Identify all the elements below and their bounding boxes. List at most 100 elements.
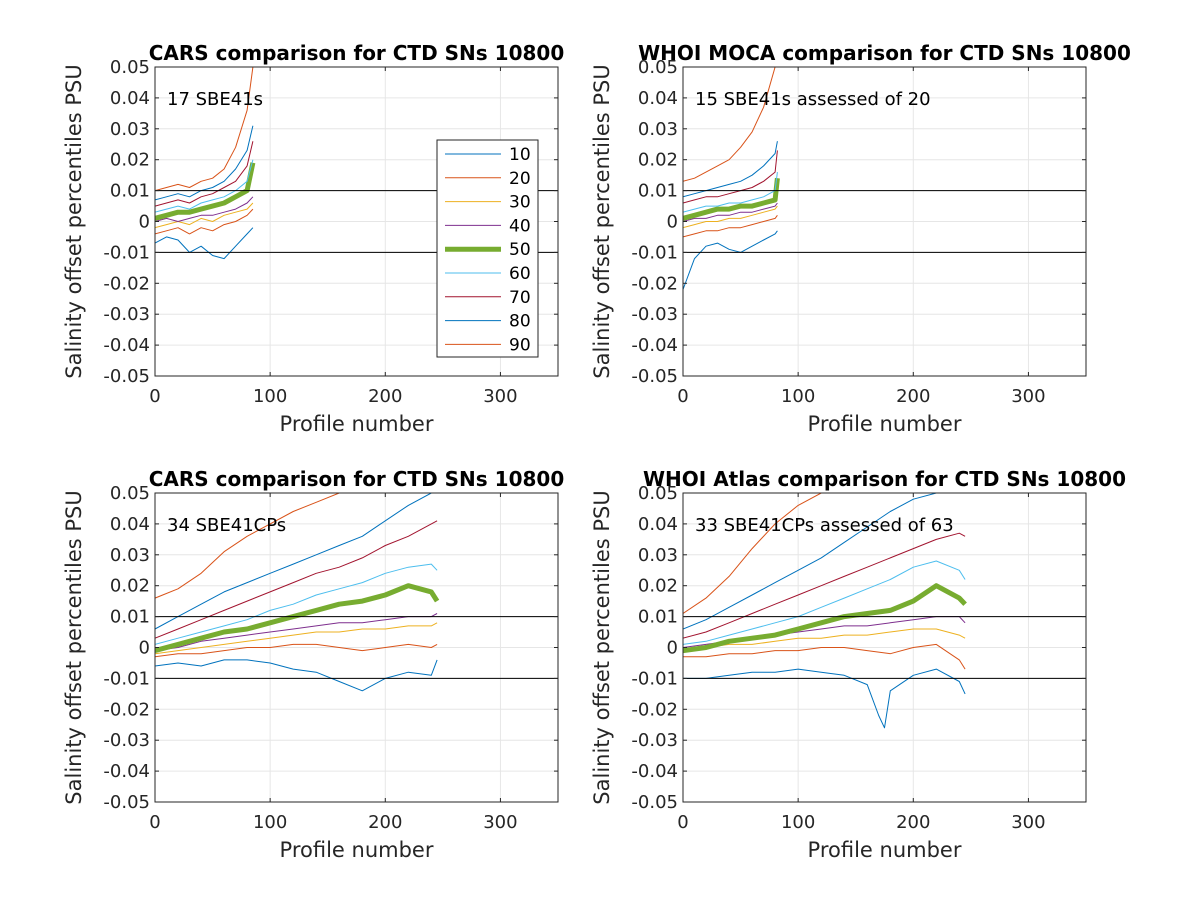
series-line-20 — [683, 215, 778, 238]
series-line-90 — [683, 67, 778, 182]
y-tick-label: -0.02 — [631, 273, 678, 294]
y-tick-label: -0.04 — [103, 335, 150, 356]
y-tick-label: 0 — [667, 212, 678, 233]
x-tick-label: 200 — [368, 812, 402, 833]
series-group — [683, 67, 780, 290]
series-line-90 — [683, 493, 966, 614]
y-tick-label: 0.05 — [110, 483, 150, 504]
y-tick-label: -0.02 — [103, 273, 150, 294]
legend-label-10: 10 — [509, 145, 531, 165]
y-tick-label: 0.05 — [638, 57, 678, 78]
y-tick-label: -0.04 — [103, 761, 150, 782]
x-tick-label: 100 — [253, 812, 287, 833]
legend-label-20: 20 — [509, 169, 531, 189]
y-tick-label: -0.04 — [631, 761, 678, 782]
legend: 10 20 30 40 50 60 70 80 90 — [436, 139, 539, 358]
series-line-20 — [155, 208, 254, 235]
series-line-50 — [155, 162, 256, 221]
series-line-50 — [155, 583, 440, 654]
x-axis-label: Profile number — [280, 838, 434, 862]
y-tick-label: -0.03 — [631, 304, 678, 325]
y-tick-label: -0.05 — [631, 792, 678, 813]
legend-label-40: 40 — [509, 216, 531, 236]
x-tick-label: 200 — [896, 812, 930, 833]
x-axis-label: Profile number — [808, 412, 962, 436]
legend-label-80: 80 — [509, 312, 531, 332]
y-axis-label: Salinity offset percentiles PSU — [62, 490, 86, 804]
series-group — [683, 493, 967, 729]
series-line-80 — [155, 493, 438, 630]
y-tick-label: 0.05 — [638, 483, 678, 504]
legend-label-60: 60 — [509, 264, 531, 284]
y-tick-label: 0.04 — [110, 514, 150, 535]
y-axis-label: Salinity offset percentiles PSU — [590, 490, 614, 804]
y-tick-label: 0.01 — [110, 607, 150, 628]
series-line-60 — [155, 563, 438, 645]
y-tick-label: -0.01 — [631, 242, 678, 263]
series-line-40 — [683, 202, 778, 222]
y-tick-label: 0.01 — [110, 181, 150, 202]
series-group — [155, 493, 440, 692]
y-tick-label: 0.02 — [110, 576, 150, 597]
series-line-80 — [683, 141, 778, 198]
y-tick-label: 0.03 — [110, 545, 150, 566]
x-tick-label: 100 — [253, 386, 287, 407]
series-line-90 — [155, 493, 438, 599]
chart-panel-3: 0 100 200 300 0.05 0.04 0.03 0.02 0.01 0 -0.01 -0.0… — [62, 467, 564, 862]
x-tick-label: 0 — [677, 386, 688, 407]
chart-panel-4: 0 100 200 300 0.05 0.04 0.03 0.02 0.01 0 -0.01 -0.0… — [590, 467, 1126, 862]
legend-label-30: 30 — [509, 193, 531, 213]
series-line-70 — [683, 532, 966, 639]
y-axis-label: Salinity offset percentiles PSU — [590, 64, 614, 378]
x-tick-label: 0 — [677, 812, 688, 833]
y-axis-label: Salinity offset percentiles PSU — [62, 64, 86, 378]
series-line-70 — [155, 520, 438, 639]
y-tick-label: -0.03 — [631, 730, 678, 751]
y-tick-label: 0 — [667, 638, 678, 659]
y-tick-label: -0.03 — [103, 730, 150, 751]
y-tick-label: -0.01 — [103, 242, 150, 263]
series-line-50 — [683, 177, 780, 221]
y-tick-label: -0.05 — [103, 792, 150, 813]
series-line-20 — [683, 643, 966, 670]
series-line-20 — [155, 643, 438, 658]
x-tick-label: 300 — [1011, 386, 1045, 407]
x-tick-label: 0 — [149, 386, 160, 407]
y-tick-label: 0.03 — [110, 119, 150, 140]
float-count-annotation: 34 SBE41CPs — [167, 515, 286, 536]
y-tick-label: -0.01 — [103, 668, 150, 689]
x-tick-label: 200 — [368, 386, 402, 407]
series-group — [155, 67, 256, 260]
y-tick-label: 0.03 — [638, 119, 678, 140]
legend-label-50: 50 — [509, 240, 531, 260]
chart-title: CARS comparison for CTD SNs 10800 — [149, 41, 564, 65]
y-tick-label: 0.02 — [638, 576, 678, 597]
x-tick-label: 0 — [149, 812, 160, 833]
series-line-60 — [155, 159, 254, 213]
x-tick-label: 300 — [1011, 812, 1045, 833]
series-line-30 — [683, 628, 966, 652]
y-tick-label: -0.03 — [103, 304, 150, 325]
y-tick-label: 0.04 — [638, 514, 678, 535]
float-count-annotation: 17 SBE41s — [167, 89, 263, 110]
x-tick-label: 300 — [483, 386, 517, 407]
y-tick-label: -0.02 — [103, 699, 150, 720]
series-line-70 — [155, 141, 254, 207]
y-tick-label: -0.05 — [631, 366, 678, 387]
y-tick-label: 0.02 — [110, 150, 150, 171]
x-axis-label: Profile number — [808, 838, 962, 862]
series-line-80 — [683, 493, 966, 630]
float-count-annotation: 15 SBE41s assessed of 20 — [695, 89, 931, 110]
series-line-10 — [683, 668, 966, 729]
series-line-40 — [155, 613, 438, 652]
series-line-30 — [155, 622, 438, 655]
y-tick-label: 0.01 — [638, 607, 678, 628]
x-tick-label: 100 — [781, 386, 815, 407]
series-line-60 — [683, 560, 966, 645]
y-tick-label: 0.01 — [638, 181, 678, 202]
y-tick-label: 0.05 — [110, 57, 150, 78]
series-line-80 — [155, 125, 254, 201]
legend-label-70: 70 — [509, 288, 531, 308]
x-tick-label: 200 — [896, 386, 930, 407]
